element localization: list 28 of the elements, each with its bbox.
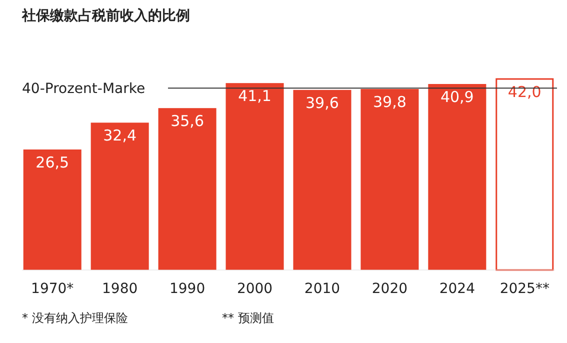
data-label: 32,4: [103, 126, 137, 145]
bar: [428, 84, 486, 270]
data-label: 39,6: [306, 94, 339, 112]
data-label: 42,0: [508, 83, 542, 101]
x-tick-label: 2010: [304, 281, 340, 297]
x-tick-label: 1970*: [31, 281, 74, 297]
x-tick-label: 2024: [439, 281, 476, 297]
chart-title: 社保缴款占税前收入的比例: [21, 7, 190, 24]
data-label: 40,9: [440, 88, 474, 106]
bar: [360, 89, 419, 270]
x-tick-label: 2000: [236, 281, 273, 297]
data-label: 35,6: [170, 112, 204, 130]
ref-line-label: 40-Prozent-Marke: [22, 81, 146, 98]
x-tick-label: 2020: [372, 281, 408, 297]
bar: [23, 149, 82, 270]
x-tick-label: 1990: [169, 281, 206, 297]
text: ** 预测值: [222, 311, 274, 325]
text: * 没有纳入护理保险: [22, 311, 128, 325]
bar: [226, 83, 284, 270]
x-tick-label: 1980: [102, 281, 138, 297]
x-tick-label: 2025**: [500, 281, 550, 297]
bar: [293, 90, 352, 270]
bar: [496, 78, 554, 271]
data-label: 41,1: [238, 87, 272, 106]
bar: [90, 122, 149, 270]
data-label: 39,8: [373, 93, 406, 112]
bar: [158, 108, 216, 270]
data-label: 26,5: [36, 153, 70, 172]
